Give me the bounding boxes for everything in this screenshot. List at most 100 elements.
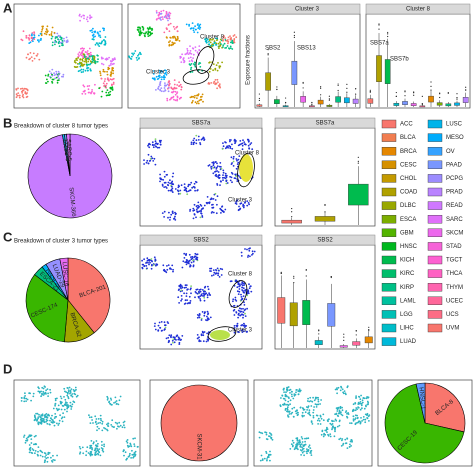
- tsne-point: [55, 407, 58, 410]
- box: [326, 104, 333, 107]
- strip: [139, 234, 263, 246]
- tsne-point: [240, 202, 243, 205]
- legend-label: SARC: [446, 217, 463, 223]
- tsne-point: [310, 405, 313, 407]
- tsne-point: [301, 415, 304, 418]
- tsne-point: [91, 31, 94, 34]
- tsne-point: [206, 294, 209, 297]
- tsne-point: [149, 32, 152, 35]
- tsne-point: [97, 54, 99, 57]
- tsne-point: [242, 307, 244, 310]
- tsne-point: [194, 94, 196, 97]
- tsne-point: [202, 207, 205, 210]
- tsne-point: [91, 60, 94, 63]
- tsne-point: [36, 412, 39, 415]
- tsne-point: [94, 453, 96, 456]
- tsne-point: [39, 454, 42, 457]
- tsne-point: [222, 44, 225, 47]
- tsne-point: [183, 257, 186, 259]
- tsne-point: [151, 144, 154, 147]
- tsne-point: [205, 340, 208, 343]
- outlier: [291, 211, 293, 213]
- tsne-point: [42, 390, 45, 393]
- tsne-point: [363, 407, 366, 410]
- tsne-point: [216, 195, 219, 198]
- tsne-point: [290, 412, 293, 415]
- tsne-point: [81, 63, 83, 66]
- tsne-point: [196, 31, 199, 34]
- tsne-point: [88, 47, 91, 50]
- tsne-point: [292, 415, 295, 418]
- outlier: [404, 90, 406, 92]
- tsne-point: [171, 339, 174, 342]
- tsne-point: [237, 161, 240, 164]
- tsne-point: [173, 79, 176, 81]
- outlier: [378, 28, 380, 30]
- tsne-point: [175, 335, 178, 338]
- tsne-point: [198, 340, 201, 343]
- tsne-point: [366, 417, 368, 419]
- tsne-point: [169, 98, 171, 101]
- tsne-point: [46, 422, 49, 425]
- tsne-point: [124, 451, 127, 454]
- tsne-point: [90, 416, 93, 419]
- legend-label: BRCA: [400, 149, 417, 155]
- box: [277, 297, 286, 324]
- tsne-point: [132, 53, 135, 56]
- tsne-point: [232, 160, 235, 163]
- tsne-point: [163, 90, 165, 93]
- tsne-point: [235, 158, 238, 160]
- tsne-point: [79, 452, 81, 455]
- tsne-point: [209, 41, 212, 44]
- tsne-point: [248, 287, 251, 290]
- tsne-point: [70, 388, 73, 390]
- tsne-point: [161, 329, 164, 332]
- tsne-point: [329, 435, 332, 438]
- tsne-point: [174, 336, 176, 339]
- tsne-point: [204, 285, 207, 288]
- tsne-point: [354, 418, 356, 421]
- tsne-point: [313, 406, 315, 408]
- tsne-point: [103, 29, 105, 32]
- box: [282, 105, 289, 108]
- tsne-point: [29, 57, 31, 60]
- tsne-point: [246, 200, 249, 203]
- tsne-point: [282, 403, 284, 406]
- tsne-point: [41, 413, 44, 416]
- tsne-point: [318, 420, 321, 422]
- tsne-point: [162, 76, 165, 79]
- tsne-point: [66, 394, 69, 397]
- tsne-point: [83, 85, 86, 88]
- tsne-point: [53, 72, 55, 75]
- tsne-point: [199, 65, 202, 68]
- tsne-point: [106, 423, 108, 426]
- tsne-point: [45, 454, 47, 456]
- tsne-point: [236, 290, 239, 293]
- tsne-point: [341, 438, 344, 440]
- tsne-point: [134, 450, 137, 453]
- pie-slice: [25, 274, 69, 343]
- tsne-frame: [127, 3, 241, 109]
- tsne-point: [301, 411, 304, 414]
- tsne-point: [338, 438, 341, 441]
- tsne-point: [303, 450, 305, 453]
- tsne-point: [336, 392, 338, 395]
- legend-label: SKCM: [446, 230, 463, 236]
- tsne-point: [39, 39, 41, 41]
- tsne-point: [91, 447, 93, 450]
- tsne-point: [287, 415, 290, 418]
- tsne-point: [63, 408, 66, 411]
- tsne-point: [178, 337, 181, 340]
- tsne-point: [248, 147, 251, 150]
- tsne-point: [238, 205, 240, 208]
- tsne-point: [179, 192, 182, 195]
- tsne-point: [310, 421, 313, 423]
- tsne-point: [99, 70, 101, 73]
- tsne-point: [292, 441, 295, 444]
- tsne-point: [194, 28, 197, 31]
- tsne-point: [24, 91, 27, 93]
- outlier: [285, 97, 287, 99]
- tsne-point: [93, 449, 96, 452]
- axis-title: Exposure fractions: [246, 35, 252, 85]
- tsne-point: [334, 413, 336, 416]
